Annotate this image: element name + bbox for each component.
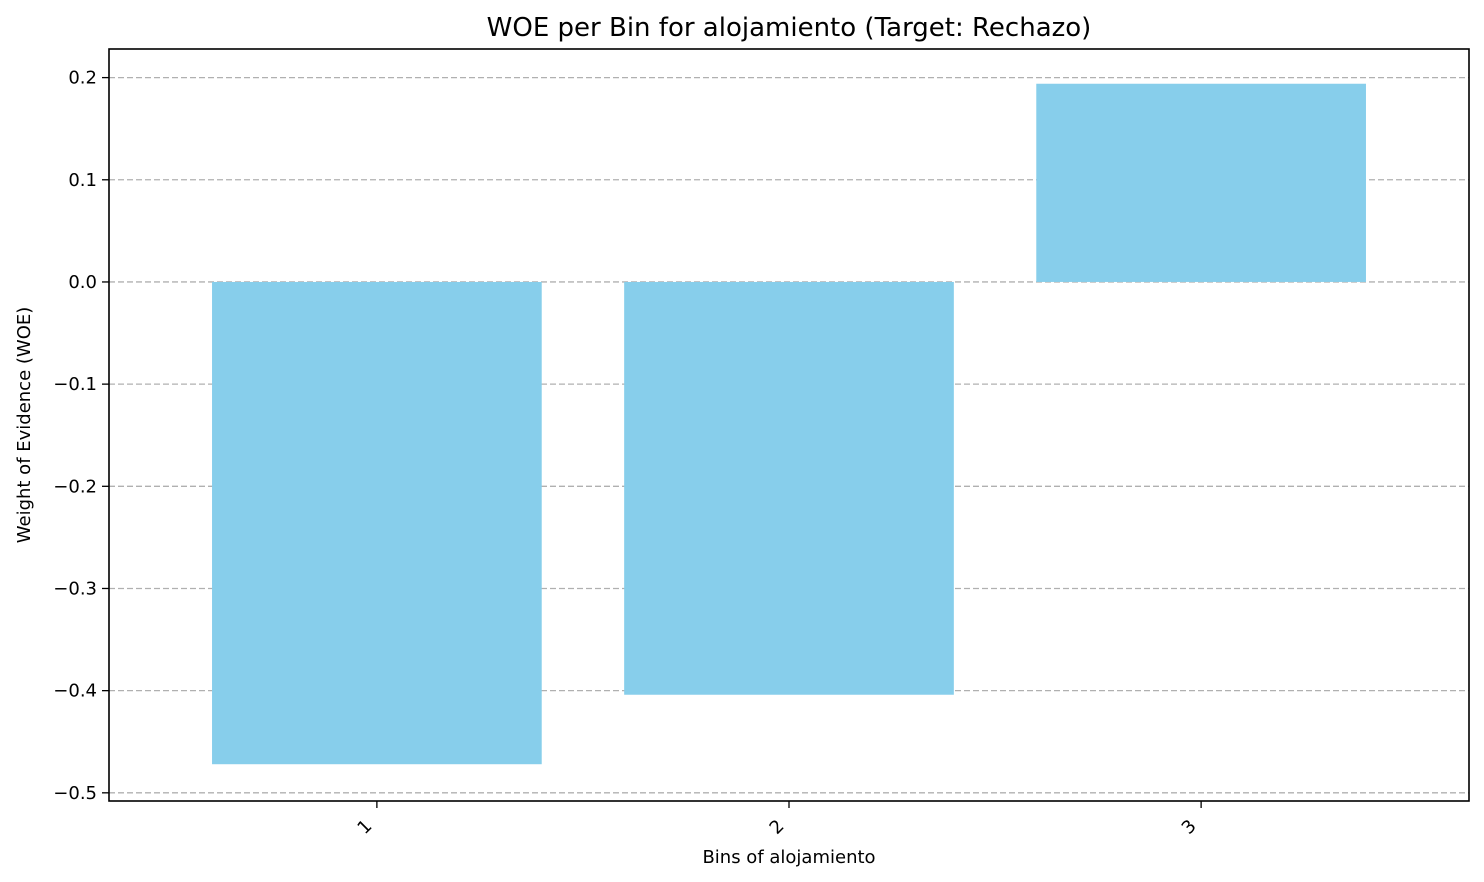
y-tick-label: −0.5 bbox=[53, 783, 97, 804]
chart-title: WOE per Bin for alojamiento (Target: Rec… bbox=[487, 13, 1092, 43]
y-tick-label: −0.3 bbox=[53, 578, 97, 599]
bar-1 bbox=[212, 281, 542, 765]
bar-3 bbox=[1036, 83, 1366, 282]
x-tick-label: 1 bbox=[353, 816, 376, 839]
y-tick-label: 0.1 bbox=[68, 170, 97, 191]
y-tick-label: −0.2 bbox=[53, 476, 97, 497]
x-axis-label: Bins of alojamiento bbox=[702, 847, 875, 868]
y-tick-label: 0.0 bbox=[68, 272, 97, 293]
y-tick-label: −0.4 bbox=[53, 681, 97, 702]
y-axis-ticks: −0.5 −0.4 −0.3 −0.2 −0.1 0.0 0.1 0.2 bbox=[53, 68, 109, 804]
y-axis-label: Weight of Evidence (WOE) bbox=[14, 307, 35, 544]
x-axis-ticks: 1 2 3 bbox=[353, 801, 1202, 839]
x-tick-label: 3 bbox=[1178, 816, 1201, 839]
x-tick-label: 2 bbox=[766, 816, 789, 839]
bar-2 bbox=[624, 281, 954, 695]
y-tick-label: 0.2 bbox=[68, 68, 97, 89]
bars bbox=[212, 83, 1366, 765]
y-tick-label: −0.1 bbox=[53, 374, 97, 395]
